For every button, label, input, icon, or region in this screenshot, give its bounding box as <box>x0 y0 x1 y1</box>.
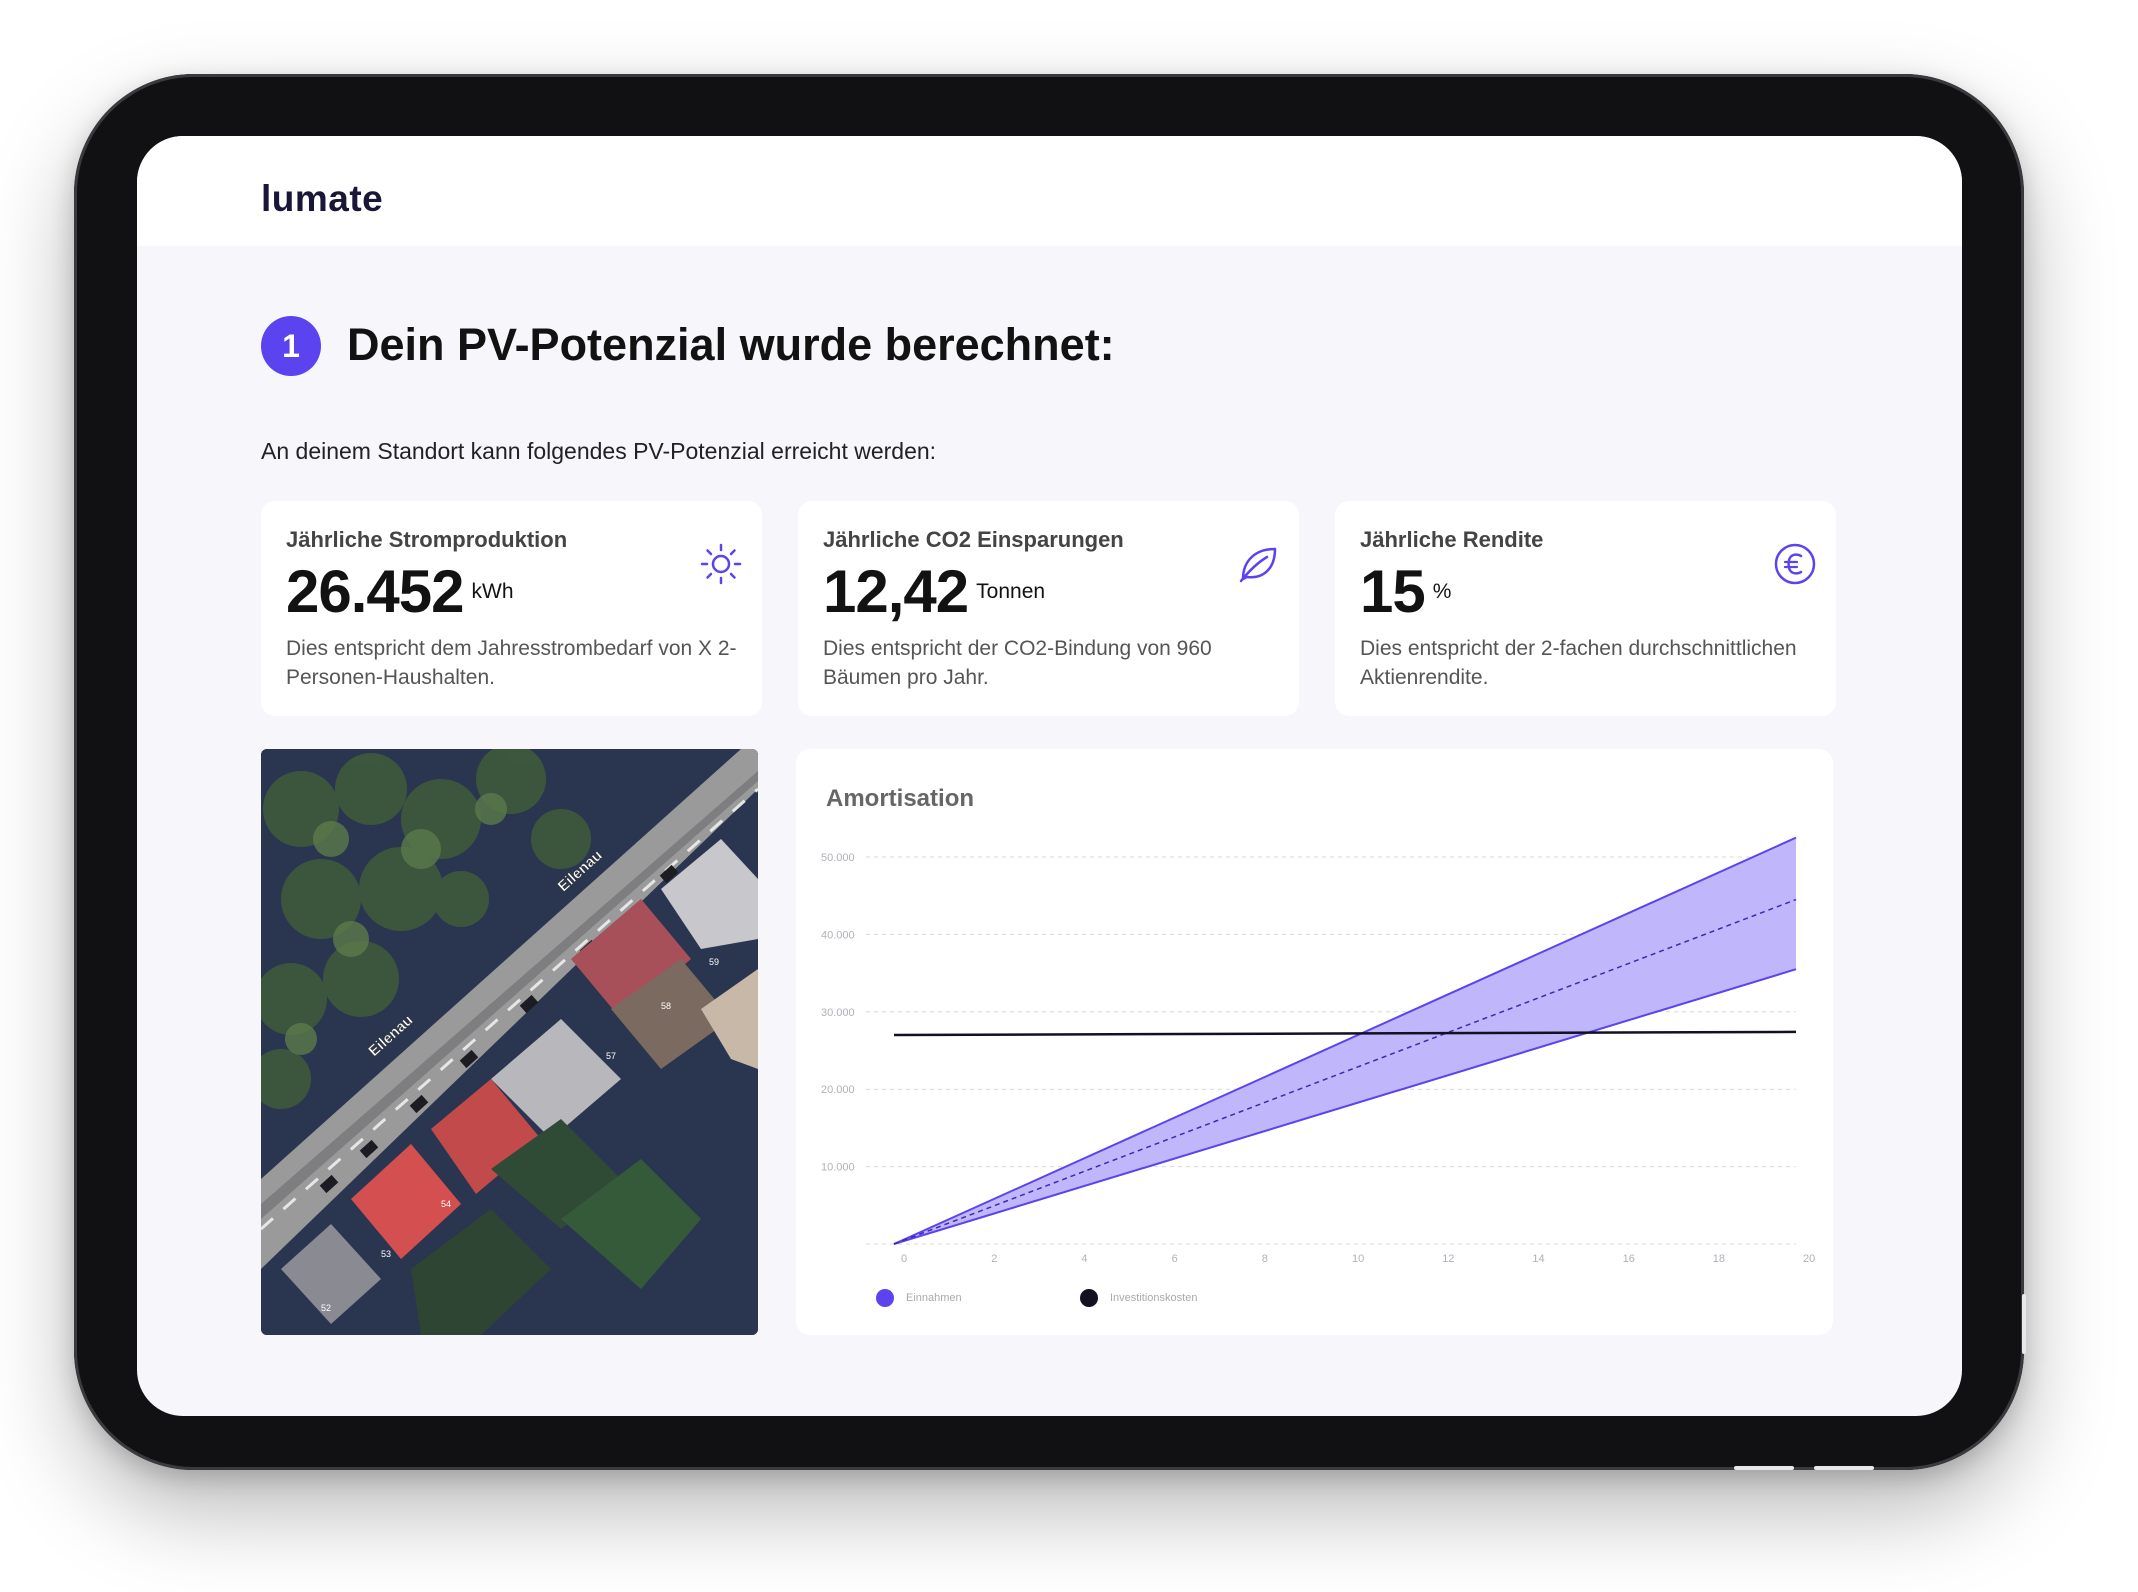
x-tick-label: 6 <box>1172 1253 1178 1265</box>
card-unit: kWh <box>471 580 514 603</box>
card-description: Dies entspricht dem Jahresstrombedarf vo… <box>286 637 737 689</box>
x-tick-label: 10 <box>1352 1253 1364 1265</box>
x-tick-label: 2 <box>991 1253 997 1265</box>
x-tick-label: 4 <box>1081 1253 1087 1265</box>
card-title: Jährliche CO2 Einsparungen <box>823 527 1124 552</box>
step-number-badge: 1 <box>261 316 321 376</box>
stat-card-power: Jährliche Stromproduktion 26.452 kWh Dies… <box>261 501 762 716</box>
house-number: 58 <box>661 1001 671 1011</box>
legend-dot <box>1080 1289 1098 1307</box>
house-number: 57 <box>606 1051 616 1061</box>
x-tick-label: 18 <box>1713 1253 1725 1265</box>
amortisation-chart-card: Amortisation 50.000 40.000 30.000 20.000 10.… <box>796 749 1833 1335</box>
einnahmen-lower-line <box>893 968 1797 1245</box>
card-title: Jährliche Rendite <box>1360 527 1544 552</box>
bottom-button <box>1814 1466 1874 1470</box>
legend-item-investitionskosten[interactable]: Investitionskosten <box>1080 1289 1197 1307</box>
x-tick-label: 16 <box>1623 1253 1635 1265</box>
sun-icon <box>700 543 742 585</box>
card-value: 26.452 kWh <box>286 557 514 626</box>
y-tick-label: 30.000 <box>821 1007 855 1019</box>
legend-label: Einnahmen <box>906 1292 962 1304</box>
bottom-button <box>1734 1466 1794 1470</box>
brand-logo[interactable]: lumate <box>261 178 384 219</box>
app-screen: lumate 1 Dein PV-Potenzial wurde berechn… <box>137 136 1962 1416</box>
x-tick-label: 0 <box>901 1253 907 1265</box>
house-number: 53 <box>381 1249 391 1259</box>
leaf-icon <box>1239 547 1277 583</box>
house-number: 59 <box>709 957 719 967</box>
card-unit: % <box>1432 580 1452 603</box>
einnahmen-mid-line <box>893 898 1797 1245</box>
legend-item-einnahmen[interactable]: Einnahmen <box>876 1289 962 1307</box>
card-value-number: 12,42 <box>823 558 969 625</box>
y-tick-label: 20.000 <box>821 1084 855 1096</box>
einnahmen-upper-line <box>893 836 1797 1245</box>
card-description: Dies entspricht der 2-fachen durchschnit… <box>1360 637 1797 689</box>
house-number: 54 <box>441 1199 451 1209</box>
card-description: Dies entspricht der CO2-Bindung von 960 … <box>823 637 1212 689</box>
y-tick-label: 10.000 <box>821 1162 855 1174</box>
legend-label: Investitionskosten <box>1110 1292 1198 1304</box>
x-tick-label: 20 <box>1803 1253 1815 1265</box>
card-value: 12,42 Tonnen <box>823 557 1045 626</box>
card-value: 15% <box>1360 557 1451 626</box>
investitionskosten-line <box>893 1030 1797 1037</box>
volume-button <box>2022 1294 2026 1354</box>
chart-title: Amortisation <box>826 785 975 812</box>
x-tick-label: 14 <box>1532 1253 1544 1265</box>
x-tick-label: 8 <box>1262 1253 1268 1265</box>
y-tick-label: 50.000 <box>821 852 855 864</box>
x-tick-label: 12 <box>1442 1253 1454 1265</box>
card-value-number: 15 <box>1360 558 1426 625</box>
y-tick-label: 40.000 <box>821 929 855 941</box>
house-number: 52 <box>321 1303 331 1313</box>
stat-card-co2: Jährliche CO2 Einsparungen 12,42 Tonnen D… <box>798 501 1299 716</box>
euro-icon <box>1774 543 1816 585</box>
legend-dot <box>876 1289 894 1307</box>
page-title: Dein PV-Potenzial wurde berechnet: <box>347 319 1115 370</box>
map-image: Eilenau Eilenau 59 58 57 54 53 52 <box>261 749 758 1335</box>
top-bar: lumate <box>137 136 1962 246</box>
satellite-map[interactable]: Eilenau Eilenau 59 58 57 54 53 52 <box>261 749 758 1335</box>
card-unit: Tonnen <box>976 580 1046 603</box>
amortisation-chart: 50.000 40.000 30.000 20.000 10.000 0 2 4 6 8 10 12 1… <box>821 836 1815 1265</box>
card-value-number: 26.452 <box>286 558 465 625</box>
intro-text: An deinem Standort kann folgendes PV-Pot… <box>261 438 937 464</box>
stat-card-return: Jährliche Rendite 15% Dies entspricht de… <box>1335 501 1836 716</box>
card-title: Jährliche Stromproduktion <box>286 527 568 552</box>
